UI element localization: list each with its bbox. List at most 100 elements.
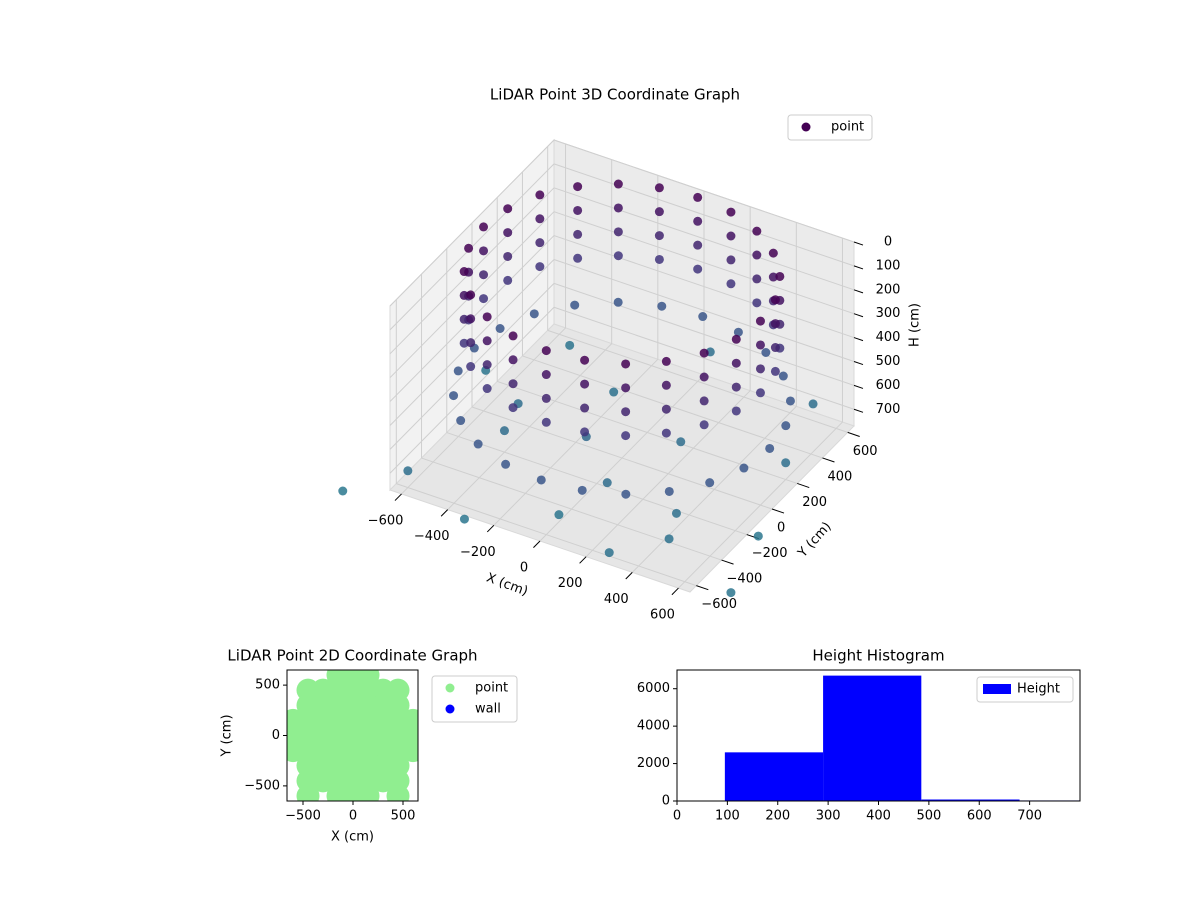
- point: [456, 416, 466, 426]
- x-tick-label: 600: [650, 608, 675, 623]
- bar: [823, 675, 922, 801]
- point: [755, 364, 765, 374]
- y-tick-label: 0: [662, 794, 670, 809]
- point: [604, 548, 614, 558]
- x-tick: [440, 509, 449, 517]
- x-tick: [625, 572, 633, 580]
- grid-line: [553, 306, 855, 410]
- point: [693, 264, 703, 274]
- x-tick-label: 600: [967, 809, 992, 824]
- chart-title: LiDAR Point 2D Coordinate Graph: [227, 647, 477, 665]
- point: [609, 387, 619, 397]
- grid-line: [553, 235, 855, 339]
- point: [671, 508, 681, 518]
- grid-line: [471, 406, 773, 510]
- y-tick: [771, 508, 785, 514]
- point: [296, 784, 320, 801]
- x-tick-label: 200: [765, 809, 790, 824]
- point: [755, 316, 765, 326]
- point: [621, 489, 631, 499]
- point: [781, 458, 791, 468]
- point: [508, 331, 518, 341]
- grid-line: [553, 187, 855, 291]
- chart-title: Height Histogram: [812, 647, 944, 665]
- point: [785, 396, 795, 406]
- point: [459, 514, 469, 524]
- point: [386, 784, 410, 801]
- point: [752, 250, 762, 260]
- z-tick-label: 100: [876, 258, 901, 273]
- y-tick-label: 200: [802, 495, 827, 510]
- plot-area: [724, 675, 1080, 801]
- legend-label: wall: [475, 702, 501, 717]
- z-tick-label: 200: [876, 282, 901, 297]
- point: [401, 739, 418, 763]
- x-axis-label: X (cm): [331, 830, 374, 845]
- point: [503, 275, 513, 285]
- point: [726, 207, 736, 217]
- x-tick-label: 500: [916, 809, 941, 824]
- z-tick: [853, 337, 864, 342]
- point: [731, 382, 741, 392]
- point: [621, 359, 631, 369]
- point: [508, 379, 518, 389]
- z-tick: [853, 313, 864, 318]
- z-tick: [853, 408, 864, 413]
- point: [403, 466, 413, 476]
- x-tick-label: 0: [520, 561, 528, 576]
- y-tick: [696, 585, 709, 591]
- point: [693, 216, 703, 226]
- x-tick: [486, 524, 495, 533]
- grid-line: [522, 355, 823, 459]
- point: [466, 338, 476, 348]
- x-tick-label: −600: [368, 513, 404, 528]
- point: [338, 486, 348, 496]
- point: [535, 238, 545, 248]
- point: [356, 784, 380, 801]
- point: [753, 531, 763, 541]
- point: [761, 347, 771, 357]
- x-tick-label: 700: [1017, 809, 1042, 824]
- point: [573, 253, 583, 263]
- point: [602, 478, 612, 488]
- point: [535, 262, 545, 272]
- point: [693, 192, 703, 202]
- point: [752, 274, 762, 284]
- point: [501, 459, 511, 469]
- legend-marker: [445, 683, 455, 693]
- grid-line: [553, 282, 855, 386]
- y-tick-label: −200: [752, 546, 788, 561]
- point: [449, 391, 459, 401]
- z-tick: [853, 289, 864, 294]
- x-tick-label: 100: [715, 809, 740, 824]
- y-tick-label: 6000: [637, 681, 670, 696]
- point: [503, 251, 513, 261]
- point: [770, 319, 780, 329]
- point: [654, 183, 664, 193]
- point: [770, 366, 780, 376]
- x-tick-label: 300: [816, 809, 841, 824]
- point: [770, 343, 780, 353]
- y-tick-label: −400: [727, 572, 763, 587]
- point: [699, 420, 709, 430]
- point: [705, 478, 715, 488]
- grid-line: [389, 139, 555, 307]
- point: [739, 463, 749, 473]
- x-tick: [671, 587, 679, 596]
- point: [580, 379, 590, 389]
- legend-marker: [445, 704, 455, 714]
- point: [573, 229, 583, 239]
- point: [661, 356, 671, 366]
- x-tick-label: −200: [460, 545, 496, 560]
- z-tick-label: 700: [876, 402, 901, 417]
- point: [664, 534, 674, 544]
- point: [503, 204, 513, 214]
- point: [580, 427, 590, 437]
- point: [613, 251, 623, 261]
- point: [464, 243, 474, 253]
- x-tick-label: −400: [414, 529, 450, 544]
- point: [726, 588, 736, 598]
- point: [573, 205, 583, 215]
- point: [482, 360, 492, 370]
- legend-marker: [801, 122, 811, 132]
